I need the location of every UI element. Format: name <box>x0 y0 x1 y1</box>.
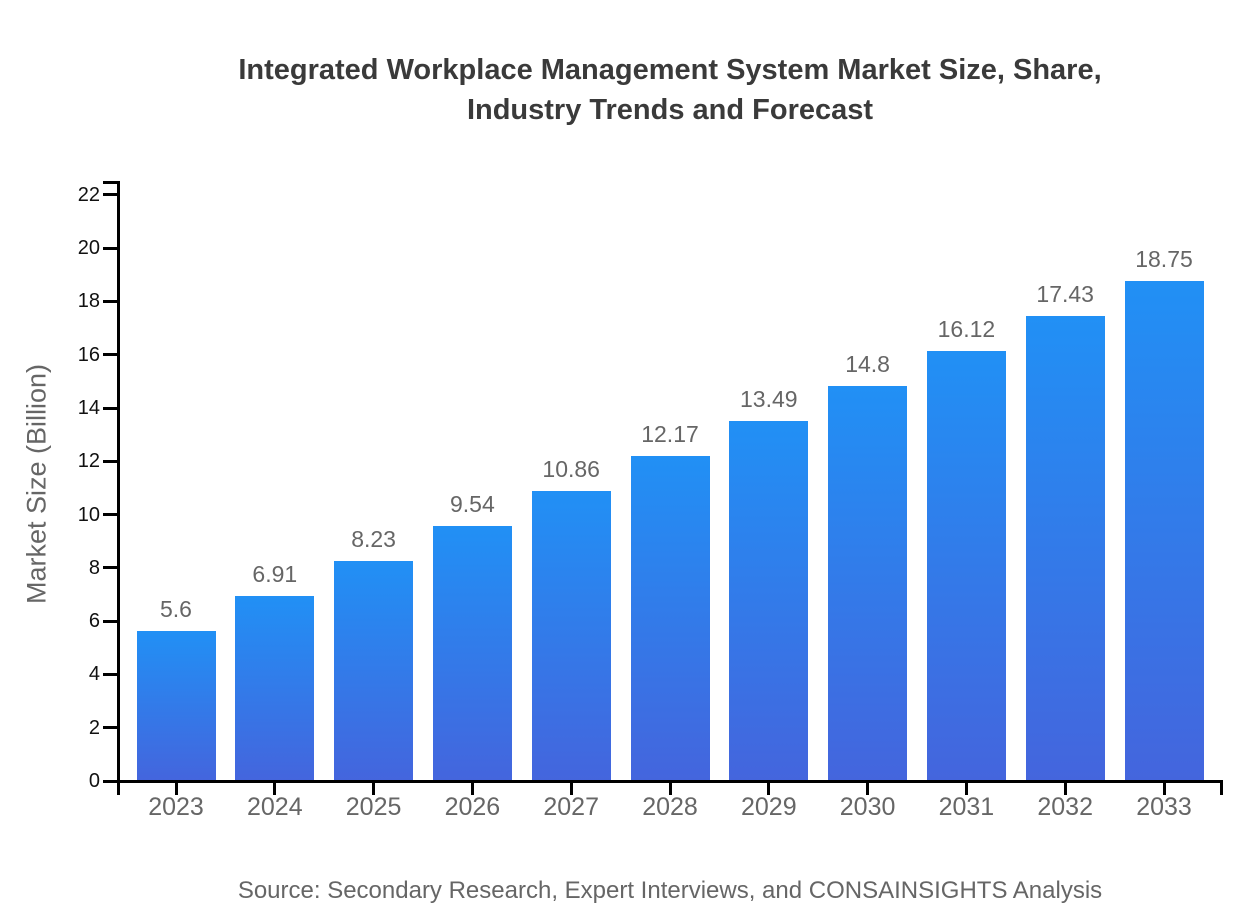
bar-value-label: 13.49 <box>740 385 798 412</box>
bar-2030 <box>828 385 908 781</box>
x-tick-label: 2026 <box>444 793 501 821</box>
x-tick-label: 2027 <box>543 793 599 821</box>
bar-value-label: 17.43 <box>1036 280 1094 307</box>
y-tick <box>103 459 117 463</box>
x-axis-start-cap-tick <box>117 783 120 795</box>
y-tick-label: 0 <box>88 770 100 792</box>
y-tick-label: 2 <box>88 716 100 739</box>
chart-title-line-1: Integrated Workplace Management System M… <box>238 54 1102 86</box>
y-tick <box>103 193 117 197</box>
x-axis-line <box>117 780 1223 783</box>
x-tick-label: 2025 <box>345 793 402 821</box>
x-tick-label: 2029 <box>740 793 797 821</box>
x-tick-label: 2030 <box>839 793 896 821</box>
x-tick <box>866 783 870 795</box>
x-tick-label: 2032 <box>1037 793 1093 821</box>
y-tick <box>103 566 117 570</box>
x-tick-label: 2024 <box>246 793 303 821</box>
y-tick <box>103 672 117 676</box>
bar-value-label: 16.12 <box>937 315 996 342</box>
x-tick <box>767 783 771 795</box>
x-tick <box>964 783 968 795</box>
x-tick <box>1063 783 1067 795</box>
y-axis-line <box>117 181 120 783</box>
x-tick-label: 2031 <box>938 793 995 821</box>
y-tick-label: 20 <box>77 237 100 260</box>
y-tick <box>103 619 117 623</box>
y-tick-label: 18 <box>77 290 100 313</box>
bar-2027 <box>531 490 611 781</box>
x-tick <box>372 783 376 795</box>
bar-2031 <box>926 350 1006 781</box>
bar-value-label: 12.17 <box>641 420 699 447</box>
bar-value-label: 8.23 <box>351 525 396 552</box>
y-tick-label: 16 <box>77 343 100 366</box>
chart-title: Integrated Workplace Management System M… <box>117 50 1223 130</box>
bar-value-label: 10.86 <box>542 455 600 482</box>
x-tick <box>668 783 672 795</box>
x-tick <box>470 783 474 795</box>
x-tick <box>273 783 277 795</box>
x-tick-label: 2028 <box>642 793 698 821</box>
y-tick-label: 12 <box>77 450 100 473</box>
bar-2023 <box>136 630 216 781</box>
y-axis-end-cap-tick <box>103 181 117 184</box>
bar-2026 <box>432 525 512 781</box>
x-tick-label: 2033 <box>1136 793 1192 821</box>
y-tick <box>103 406 117 410</box>
x-tick <box>1162 783 1166 795</box>
x-tick <box>569 783 573 795</box>
y-tick-label: 8 <box>88 556 100 579</box>
bar-value-label: 6.91 <box>252 560 298 587</box>
bar-2032 <box>1025 315 1105 781</box>
bar-2029 <box>729 420 809 781</box>
bar-value-label: 18.75 <box>1135 245 1193 272</box>
y-tick <box>103 246 117 250</box>
y-tick-label: 4 <box>88 663 100 686</box>
y-tick <box>103 299 117 303</box>
x-tick <box>174 783 178 795</box>
bar-value-label: 14.8 <box>845 350 890 377</box>
bar-2028 <box>630 455 710 781</box>
y-tick <box>103 779 117 783</box>
bar-2033 <box>1124 280 1204 781</box>
x-tick-label: 2023 <box>148 793 204 821</box>
y-tick-label: 10 <box>77 503 100 526</box>
source-caption: Source: Secondary Research, Expert Inter… <box>237 877 1103 904</box>
x-axis-end-cap-tick <box>1220 783 1223 795</box>
y-tick-label: 22 <box>77 183 100 206</box>
y-tick-label: 6 <box>88 610 100 633</box>
chart-title-line-2: Industry Trends and Forecast <box>466 94 874 126</box>
y-tick <box>103 726 117 730</box>
y-tick <box>103 353 117 357</box>
bar-2025 <box>334 560 414 781</box>
bar-value-label: 9.54 <box>450 490 495 517</box>
y-tick <box>103 513 117 517</box>
bar-value-label: 5.6 <box>160 595 192 622</box>
y-tick-label: 14 <box>77 397 100 420</box>
bar-2024 <box>235 595 315 781</box>
